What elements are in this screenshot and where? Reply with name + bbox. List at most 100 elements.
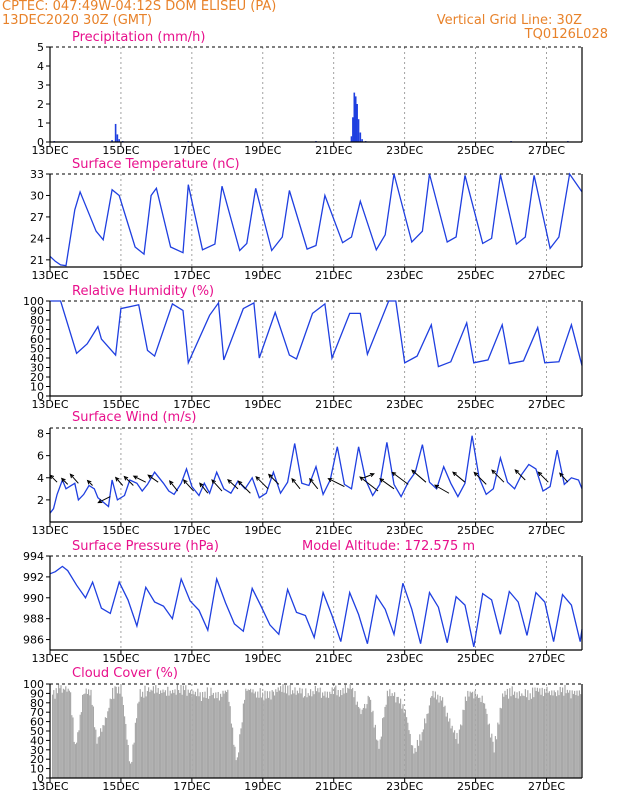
- precip-bar: [357, 119, 360, 142]
- cloud-bar: [420, 740, 422, 778]
- precip-y-tick-label: 2: [37, 98, 44, 111]
- cloud-bar: [116, 693, 118, 778]
- cloud-bar: [529, 693, 531, 778]
- cloud-bar: [412, 745, 414, 778]
- temp-y-tick-label: 21: [30, 254, 44, 267]
- cloud-bar: [383, 717, 385, 778]
- cloud-bar: [444, 705, 446, 778]
- cloud-bar: [439, 695, 441, 778]
- cloud-bar: [72, 717, 74, 778]
- cloud-bar: [493, 752, 495, 778]
- cloud-bar: [304, 696, 306, 778]
- cloud-x-tick-label: 19DEC: [244, 780, 281, 793]
- cloud-bar: [562, 687, 564, 778]
- cloud-bar: [139, 689, 141, 778]
- cloud-bar: [107, 711, 109, 778]
- cloud-bar: [110, 699, 112, 778]
- rh-y-tick-label: 10: [30, 381, 44, 394]
- wind-x-tick-label: 23DEC: [386, 524, 423, 537]
- cloud-bar: [126, 739, 128, 778]
- cloud-bar: [132, 744, 134, 778]
- cloud-bar: [330, 694, 332, 778]
- cloud-bar: [144, 685, 146, 778]
- cloud-bar: [552, 695, 554, 778]
- temp-y-tick-label: 27: [30, 211, 44, 224]
- cloud-bar: [442, 697, 444, 778]
- cloud-bar: [559, 686, 561, 778]
- cloud-bar: [73, 741, 75, 778]
- cloud-bar: [563, 695, 565, 778]
- cloud-bar: [106, 717, 108, 778]
- cloud-bar: [360, 714, 362, 778]
- cloud-bar: [518, 691, 520, 778]
- cloud-bar: [418, 745, 420, 778]
- cloud-bar: [91, 704, 93, 778]
- cloud-bar: [145, 696, 147, 778]
- cloud-bar: [565, 693, 567, 778]
- cloud-bar: [55, 688, 57, 778]
- cloud-bar: [524, 689, 526, 778]
- cloud-bar: [74, 744, 76, 778]
- cloud-title: Cloud Cover (%): [72, 666, 178, 681]
- cloud-bar: [379, 739, 381, 778]
- cloud-bar: [146, 691, 148, 778]
- cloud-bar: [322, 692, 324, 778]
- precip-y-tick-label: 4: [37, 60, 44, 73]
- cloud-bar: [545, 692, 547, 778]
- cloud-bar: [511, 686, 513, 778]
- cloud-bar: [83, 694, 85, 778]
- wind-arrow: [559, 472, 569, 483]
- rh-x-tick-label: 23DEC: [386, 398, 423, 411]
- header-station: CPTEC: 047:49W-04:12S DOM ELISEU (PA): [2, 0, 277, 14]
- cloud-bar: [209, 696, 211, 778]
- cloud-bar: [180, 684, 182, 778]
- rh-y-tick-label: 0: [37, 390, 44, 403]
- cloud-bar: [433, 697, 435, 778]
- pressure-x-tick-label: 27DEC: [528, 652, 565, 665]
- cloud-bar: [406, 717, 408, 778]
- cloud-bar: [364, 703, 366, 778]
- cloud-bar: [571, 690, 573, 778]
- cloud-bar: [575, 695, 577, 778]
- cloud-bar: [133, 742, 135, 778]
- cloud-bar: [403, 712, 405, 778]
- cloud-bar: [398, 703, 400, 778]
- cloud-bar: [553, 690, 555, 778]
- rh-x-tick-label: 17DEC: [173, 398, 210, 411]
- cloud-bar: [98, 736, 100, 778]
- cloud-bar: [307, 693, 309, 778]
- wind-x-tick-label: 25DEC: [457, 524, 494, 537]
- cloud-bar: [118, 686, 120, 778]
- cloud-bar: [319, 687, 321, 778]
- cloud-bar: [414, 748, 416, 778]
- wind-arrow: [168, 480, 179, 492]
- cloud-bar: [456, 732, 458, 778]
- wind-y-tick-label: 4: [37, 472, 44, 485]
- cloud-bar: [179, 692, 181, 778]
- cloud-bar: [502, 693, 504, 778]
- cloud-bar: [120, 684, 122, 778]
- precip-y-tick-label: 0: [37, 136, 44, 149]
- cloud-bar: [284, 685, 286, 778]
- cloud-bar: [539, 688, 541, 778]
- cloud-bar: [239, 734, 241, 778]
- wind-arrow: [147, 474, 159, 483]
- cloud-bar: [331, 687, 333, 778]
- rh-x-tick-label: 21DEC: [315, 398, 352, 411]
- cloud-bar: [354, 691, 356, 778]
- cloud-bar: [67, 688, 69, 778]
- cloud-bar: [235, 760, 237, 778]
- cloud-y-tick-label: 60: [30, 716, 44, 729]
- cloud-bar: [142, 691, 144, 778]
- cloud-bar: [53, 690, 55, 778]
- precip-x-tick-label: 23DEC: [386, 144, 423, 157]
- cloud-bar: [497, 722, 499, 778]
- rh-y-tick-label: 30: [30, 362, 44, 375]
- cloud-bar: [248, 690, 250, 778]
- cloud-bar: [260, 697, 262, 778]
- cloud-bar: [114, 686, 116, 778]
- cloud-bar: [270, 699, 272, 778]
- cloud-bar: [512, 694, 514, 778]
